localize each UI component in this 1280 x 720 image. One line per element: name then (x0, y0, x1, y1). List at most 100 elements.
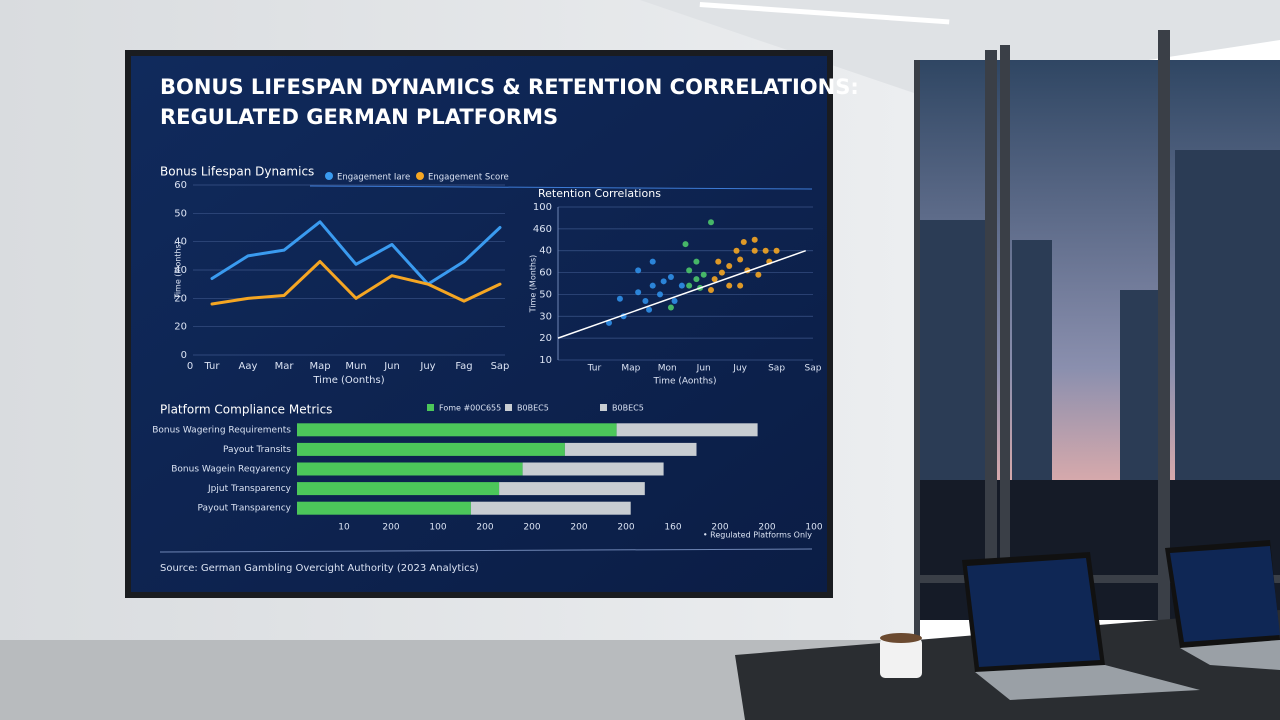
legend-label: B0BEC5 (517, 404, 549, 413)
legend-swatch (427, 404, 434, 411)
bar-segment (470, 501, 631, 515)
title: BONUS LIFESPAN DYNAMICS & RETENTION CORR… (160, 75, 859, 99)
y-axis-label: Time (Months) (174, 241, 183, 300)
point (635, 267, 642, 274)
y-tick-label: 30 (539, 311, 552, 322)
point (678, 282, 685, 289)
x-axis-label: Time (Aonths) (652, 377, 716, 387)
bar-segment (297, 423, 617, 437)
legend-label: Fome #00C655 (439, 404, 501, 413)
x-axis-label: Time (Oonths) (312, 375, 384, 386)
y-tick-label: 460 (533, 224, 552, 235)
point (737, 282, 744, 289)
x-tick-label: 200 (711, 523, 728, 533)
point (711, 276, 718, 283)
bar-segment (297, 501, 471, 515)
point (682, 241, 689, 248)
x-tick-label: Jun (383, 361, 400, 372)
category-label: Bonus Wagein Reqyarency (171, 465, 291, 475)
legend-swatch (325, 172, 333, 180)
y-tick-label: 50 (174, 208, 187, 219)
chart-title: Bonus Lifespan Dynamics (160, 165, 314, 179)
chart-title: Platform Compliance Metrics (160, 403, 332, 417)
title: REGULATED GERMAN PLATFORMS (160, 105, 558, 129)
x-tick-label: Juy (419, 361, 435, 372)
x-tick-label: 100 (805, 523, 822, 533)
point (642, 297, 649, 304)
ceiling (640, 0, 1280, 95)
y-tick-label: 40 (539, 246, 552, 257)
y-tick-label: 10 (539, 355, 552, 366)
ceiling-light (699, 1, 950, 25)
legend-label: B0BEC5 (612, 404, 644, 413)
legend-swatch (600, 404, 607, 411)
point (773, 247, 780, 254)
footnote: • Regulated Platforms Only (703, 531, 812, 540)
point (657, 291, 663, 298)
y-tick-label: 0 (181, 350, 187, 361)
y-tick-label: 20 (174, 293, 187, 304)
y-tick-label: 40 (174, 265, 187, 276)
category-label: Payout Transparency (198, 504, 292, 514)
legend-swatch (505, 404, 512, 411)
x-tick-label: 200 (758, 523, 775, 533)
point (708, 219, 714, 226)
point (649, 282, 656, 289)
line (210, 260, 502, 306)
point (671, 297, 678, 304)
category-label: Bonus Wagering Requirements (152, 425, 291, 435)
category-label: Jpjut Transparency (207, 484, 292, 494)
bar-segment (297, 462, 523, 476)
point (708, 287, 714, 294)
x-tick-label: Mar (275, 361, 295, 372)
y-axis-label: Time (Months) (529, 255, 538, 314)
x-tick-label: 200 (382, 523, 399, 533)
x-tick-label: Sap (805, 364, 822, 374)
x-tick-label: 160 (664, 523, 681, 533)
x-tick-label: Sap (768, 364, 785, 374)
x-tick-label: Fag (455, 361, 472, 372)
line (210, 220, 502, 286)
bar-segment (297, 482, 500, 496)
point (693, 276, 700, 283)
point (726, 263, 733, 270)
x-tick-label: Tur (587, 364, 602, 374)
point (667, 273, 674, 280)
bar-segment (522, 462, 664, 476)
bar-segment (564, 442, 697, 456)
trend-line (557, 250, 806, 339)
point (635, 289, 642, 296)
point (649, 258, 656, 265)
point (646, 306, 653, 313)
point (737, 256, 744, 263)
bar-segment (499, 482, 645, 496)
legend-label: Engagement Iare (337, 173, 410, 183)
bar-segment (616, 423, 758, 437)
x-tick-label: Tur (203, 361, 220, 372)
x-origin-label: 0 (187, 361, 193, 372)
point (740, 238, 747, 245)
y-tick-label: 20 (539, 333, 552, 344)
x-tick-label: 200 (617, 523, 634, 533)
point (660, 278, 667, 285)
point (700, 271, 707, 278)
chart-title: Retention Correlations (538, 187, 661, 200)
legend-swatch (416, 172, 424, 180)
point (693, 258, 700, 265)
legend-label: Engagement Score (428, 173, 509, 183)
point (755, 271, 762, 278)
x-tick-label: 200 (476, 523, 493, 533)
bar-segment (297, 442, 565, 456)
y-tick-label: 50 (539, 289, 552, 300)
point (762, 247, 769, 254)
point (733, 247, 740, 254)
source: Source: German Gambling Overcight Author… (160, 563, 479, 574)
y-tick-label: 100 (533, 202, 552, 213)
x-tick-label: Mun (345, 361, 366, 372)
y-tick-label: 40 (174, 237, 187, 248)
x-tick-label: Map (309, 361, 330, 372)
point (751, 247, 758, 254)
x-tick-label: Map (621, 364, 640, 374)
x-tick-label: Jun (696, 364, 711, 374)
